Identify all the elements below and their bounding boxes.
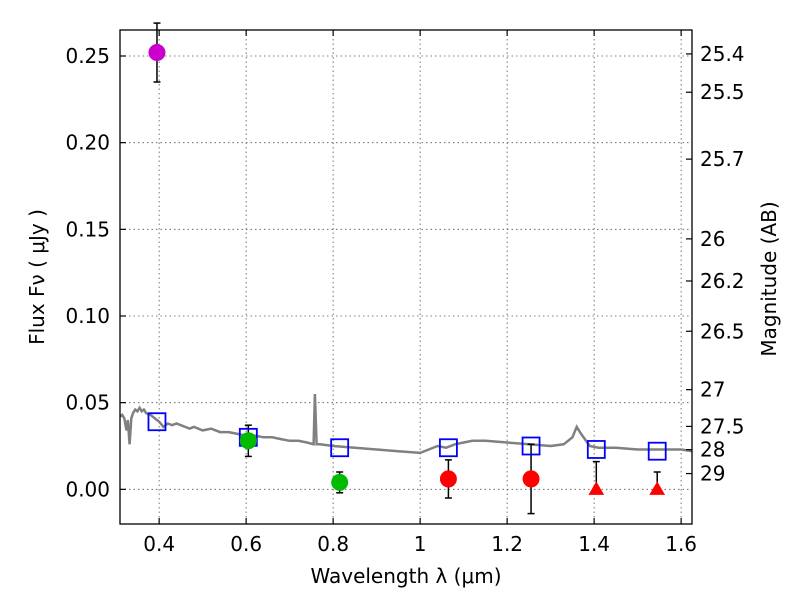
mag-tick-label: 27 bbox=[700, 378, 725, 402]
mag-tick-label: 26.5 bbox=[700, 319, 745, 343]
observed-flux-point bbox=[331, 473, 349, 491]
observed-flux-point bbox=[239, 432, 257, 450]
x-tick-label: 1.2 bbox=[491, 532, 523, 556]
model-photometry-square bbox=[330, 438, 350, 458]
model-photometry-square bbox=[147, 412, 167, 432]
mag-tick-label: 27.5 bbox=[700, 414, 745, 438]
mag-tick-label: 25.7 bbox=[700, 147, 745, 171]
observed-flux-point bbox=[148, 44, 166, 62]
y-tick-label: 0.15 bbox=[65, 217, 110, 241]
x-axis: 0.4 0.6 0.8 1 1.2 1.4 1.6 bbox=[143, 30, 697, 556]
grid bbox=[120, 30, 692, 524]
mag-tick-label: 26 bbox=[700, 227, 725, 251]
x-tick-label: 0.8 bbox=[317, 532, 349, 556]
x-axis-title: Wavelength λ (μm) bbox=[310, 564, 501, 588]
model-sed-line bbox=[120, 393, 692, 455]
observed-flux-point bbox=[522, 470, 540, 488]
x-tick-label: 0.4 bbox=[143, 532, 175, 556]
y-tick-label: 0.10 bbox=[65, 304, 110, 328]
mag-tick-label: 25.4 bbox=[700, 42, 745, 66]
mag-tick-label: 26.2 bbox=[700, 269, 745, 293]
model-photometry-square bbox=[439, 438, 458, 458]
upper-limit-triangle bbox=[588, 481, 605, 495]
series-layer bbox=[120, 22, 692, 515]
x-tick-label: 1.4 bbox=[578, 532, 610, 556]
y2-axis-title: Magnitude (AB) bbox=[757, 201, 781, 356]
plot-frame bbox=[119, 29, 693, 525]
model-photometry-square bbox=[521, 436, 541, 456]
x-tick-label: 1.6 bbox=[665, 532, 697, 556]
x-tick-label: 1 bbox=[414, 532, 427, 556]
y-tick-label: 0.20 bbox=[65, 131, 110, 155]
mag-tick-label: 25.5 bbox=[700, 80, 745, 104]
y-tick-label: 0.05 bbox=[65, 391, 110, 415]
mag-tick-label: 28 bbox=[700, 438, 725, 462]
x-tick-label: 0.6 bbox=[230, 532, 262, 556]
model-photometry-square bbox=[586, 440, 606, 459]
mag-tick-label: 29 bbox=[700, 462, 725, 486]
observed-flux-point bbox=[439, 470, 457, 488]
model-photometry-square bbox=[647, 441, 667, 461]
y-tick-label: 0.00 bbox=[65, 477, 110, 501]
y-tick-label: 0.25 bbox=[65, 44, 110, 68]
y-axis-title: Flux Fν ( μJy ) bbox=[25, 209, 49, 345]
y-axis-left: 0.00 0.05 0.10 0.15 0.20 0.25 bbox=[65, 44, 126, 501]
upper-limit-triangle bbox=[649, 481, 666, 495]
